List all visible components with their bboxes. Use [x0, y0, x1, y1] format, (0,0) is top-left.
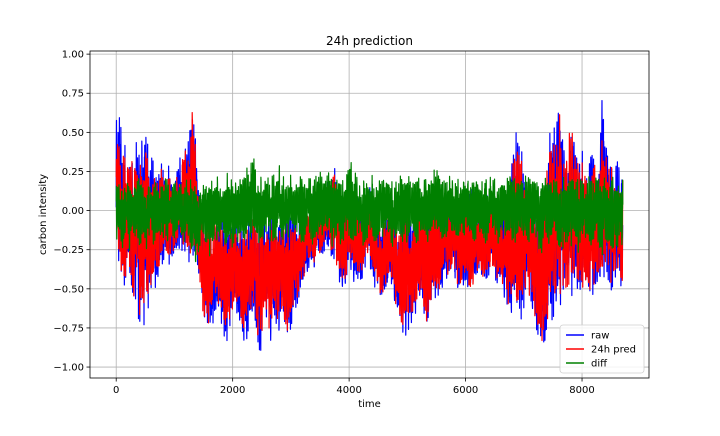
chart-title: 24h prediction: [326, 34, 413, 48]
x-tick-label: 6000: [453, 385, 478, 396]
y-axis-label: carbon intensity: [38, 174, 49, 255]
legend-box: [559, 324, 645, 374]
y-tick-label: −0.50: [53, 284, 84, 295]
y-tick-label: 0.75: [62, 89, 84, 100]
y-tick-label: 0.50: [62, 128, 84, 139]
y-tick-label: 0.25: [62, 167, 84, 178]
y-tick-label: 1.00: [62, 50, 84, 61]
x-tick-label: 2000: [220, 385, 245, 396]
y-tick-label: −0.25: [53, 245, 84, 256]
plot-frame: [89, 50, 650, 379]
y-tick-label: −0.75: [53, 323, 84, 334]
series-layer: [115, 100, 624, 351]
series-line-diff: [115, 158, 624, 263]
y-tick-label: 0.00: [62, 206, 84, 217]
legend-label: diff: [591, 359, 608, 370]
legend-label: 24h pred: [591, 345, 636, 356]
y-axis: −1.00 −0.75 −0.50 −0.25 0.00 0.25 0.50 0.75 1.00: [53, 50, 90, 374]
y-tick-label: −1.00: [53, 363, 84, 374]
legend: raw 24h pred diff: [559, 324, 645, 374]
x-tick-label: 8000: [569, 385, 594, 396]
x-tick-label: 4000: [336, 385, 361, 396]
x-axis: 0 2000 4000 6000 8000: [113, 378, 595, 396]
x-axis-label: time: [358, 399, 381, 410]
x-tick-label: 0: [113, 385, 119, 396]
legend-label: raw: [591, 331, 609, 342]
